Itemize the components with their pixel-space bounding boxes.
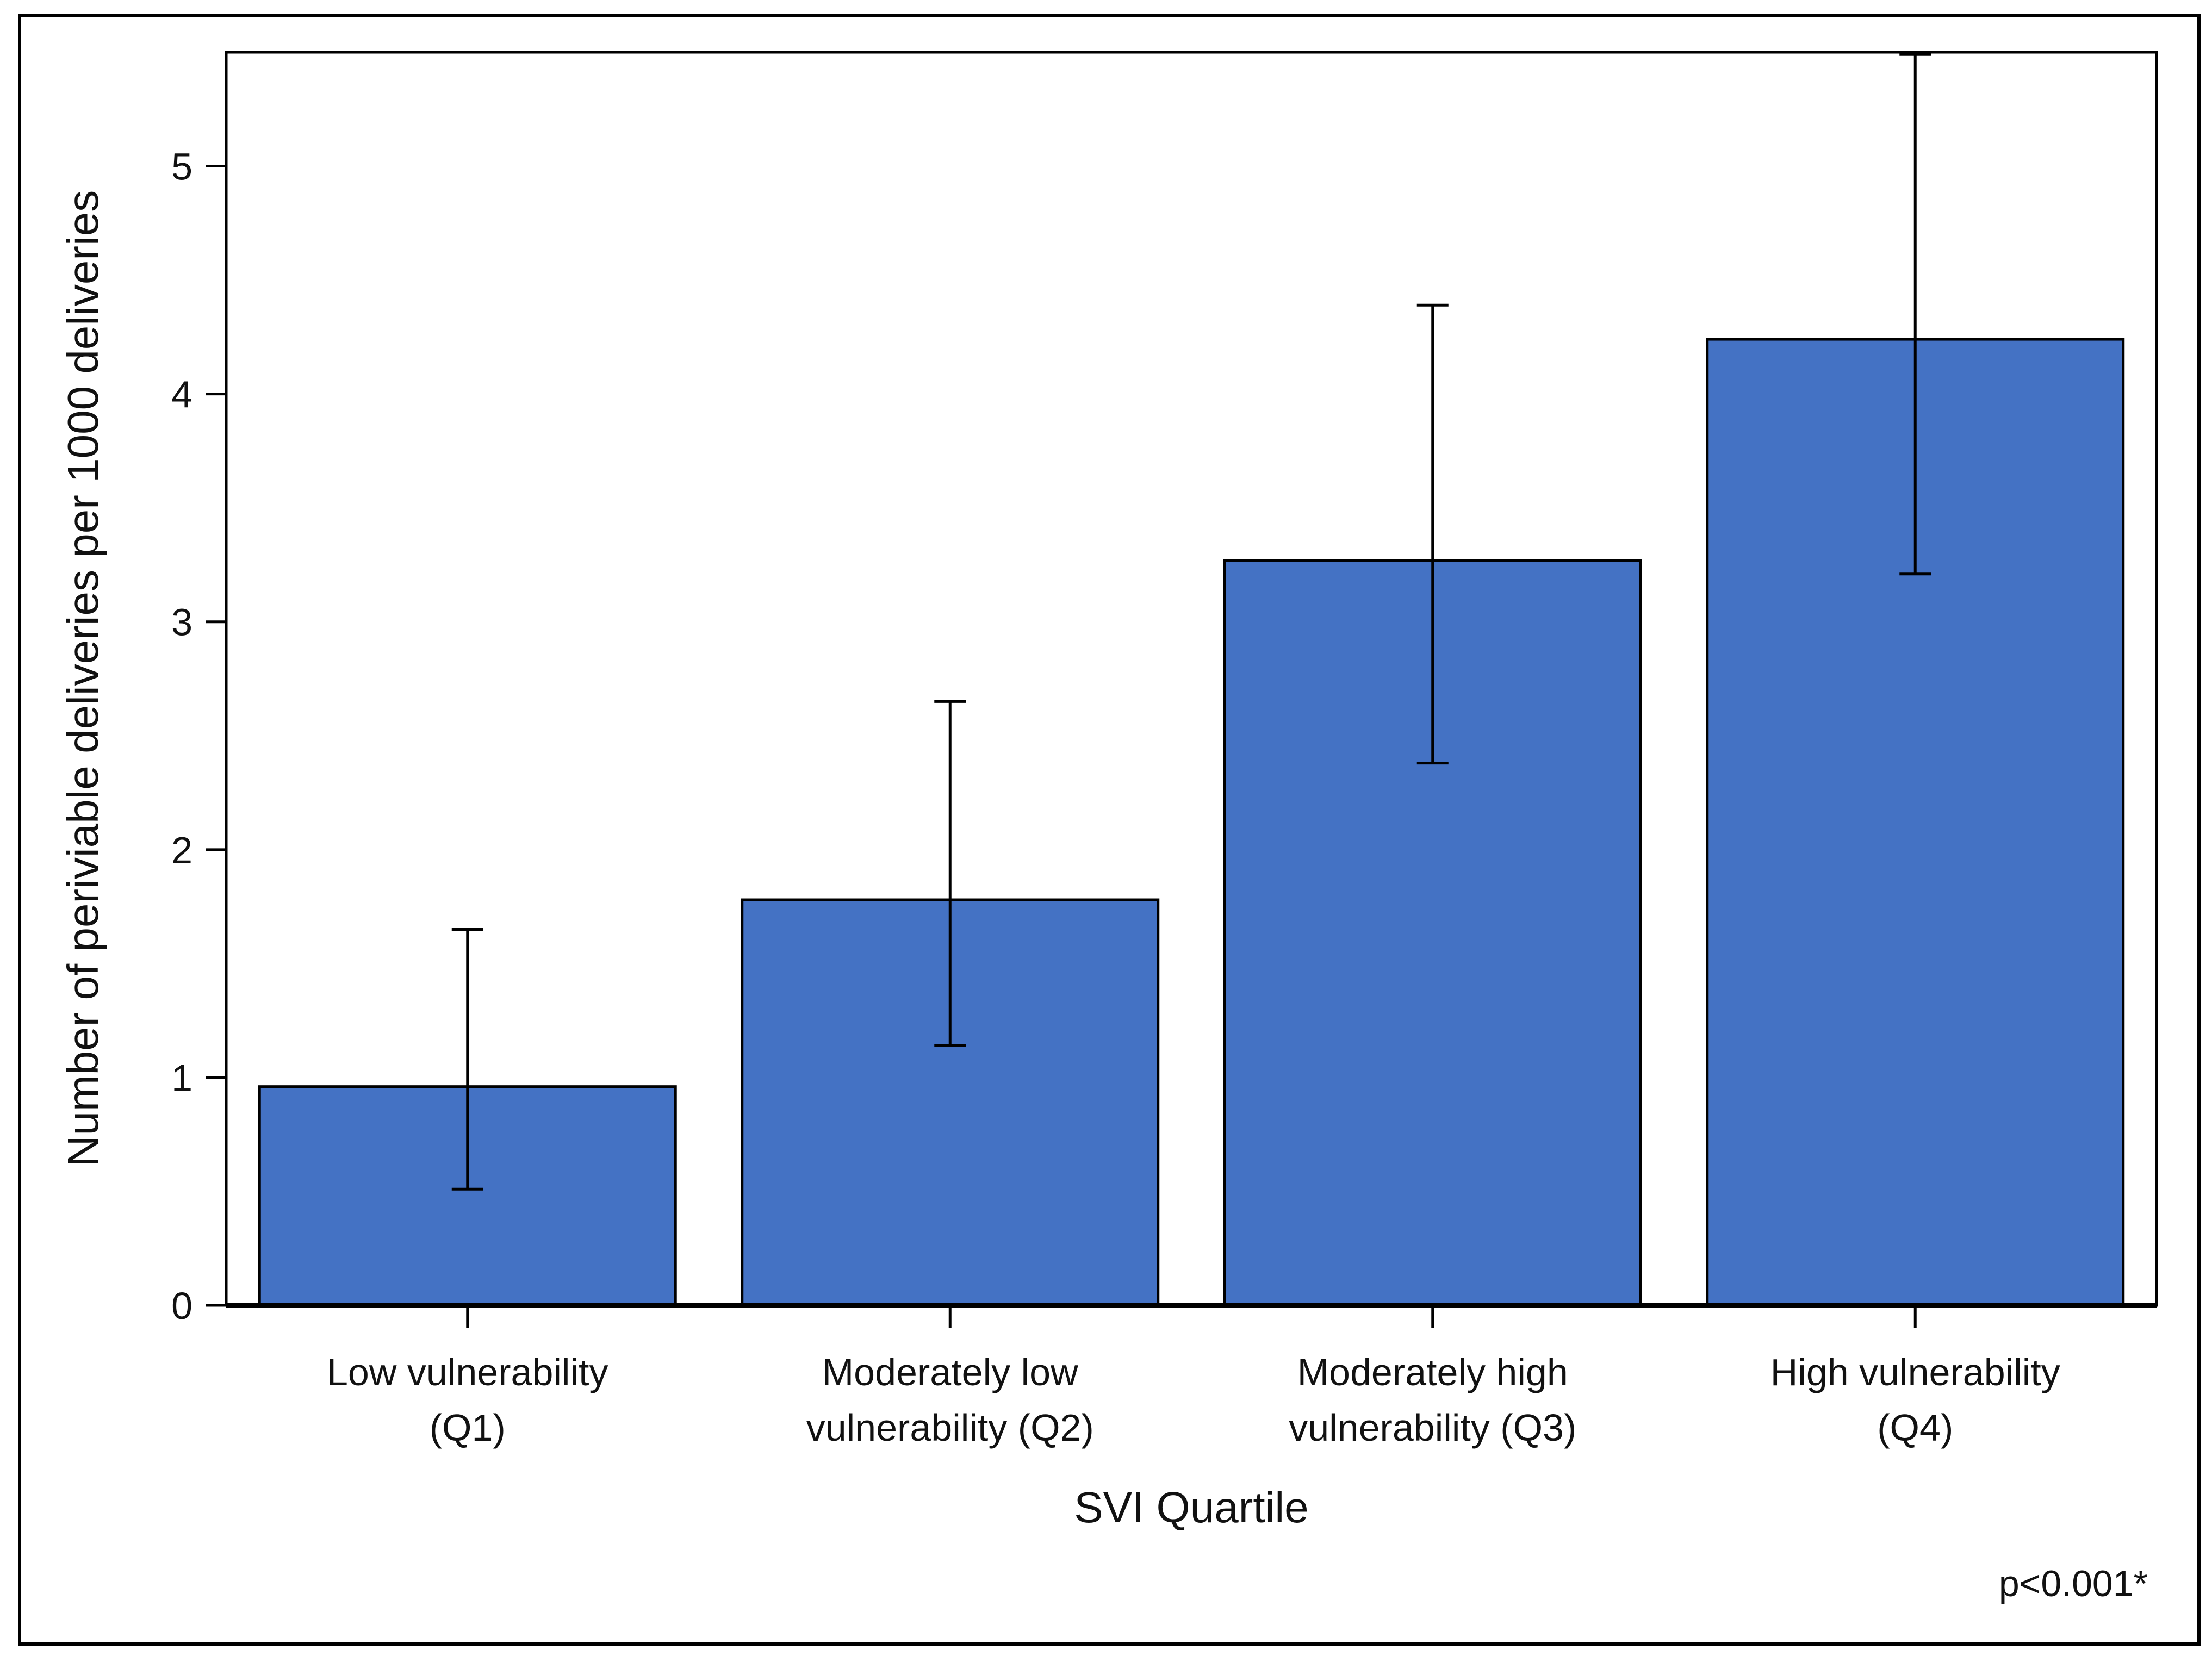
y-tick-label-2: 2: [171, 829, 192, 872]
bars-layer: [258, 338, 2125, 1307]
x-label-q2-line2: vulnerability (Q2): [806, 1406, 1094, 1449]
x-label-q4-line2: (Q4): [1877, 1406, 1953, 1449]
x-axis-title: SVI Quartile: [1074, 1483, 1308, 1532]
y-tick-label-1: 1: [171, 1057, 192, 1099]
x-label-q2-line1: Moderately low: [822, 1351, 1078, 1393]
x-axis: Low vulnerability (Q1) Moderately low vulne…: [226, 1303, 2157, 1449]
y-tick-label-3: 3: [171, 601, 192, 644]
p-value-annotation: p<0.001*: [1999, 1563, 2148, 1604]
x-label-q4-line1: High vulnerability: [1770, 1351, 2060, 1393]
x-label-q1-line1: Low vulnerability: [327, 1351, 608, 1393]
y-tick-label-5: 5: [171, 146, 192, 188]
y-tick-label-4: 4: [171, 374, 192, 416]
y-tick-label-0: 0: [171, 1285, 192, 1327]
error-bars-layer: [451, 53, 1931, 1191]
x-label-q3-line1: Moderately high: [1297, 1351, 1568, 1393]
y-axis: 0 1 2 3 4 5: [171, 146, 226, 1327]
x-label-q1-line2: (Q1): [430, 1406, 506, 1449]
x-label-q3-line2: vulnerability (Q3): [1289, 1406, 1576, 1449]
y-axis-title: Number of periviable deliveries per 1000…: [59, 190, 107, 1167]
